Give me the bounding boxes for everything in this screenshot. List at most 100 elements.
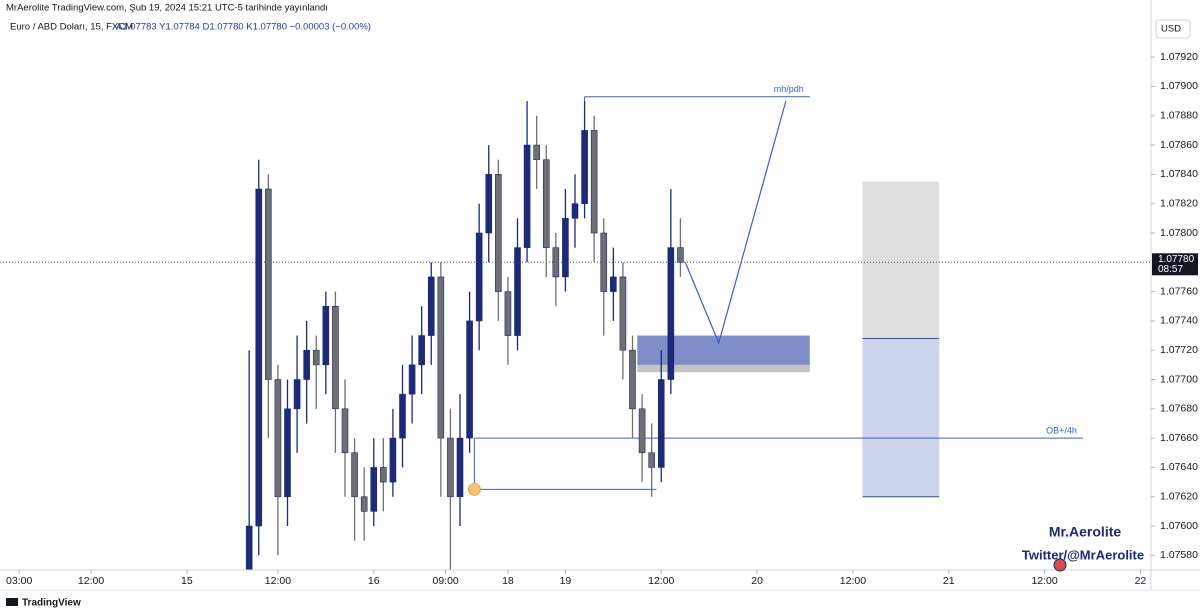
x-tick-label: 19 — [560, 575, 572, 587]
countdown-label: 08:57 — [1158, 264, 1183, 275]
candle-body — [380, 467, 387, 483]
candle-body — [265, 188, 272, 380]
y-tick-label: 1.07860 — [1160, 139, 1198, 151]
candle-body — [245, 525, 253, 570]
candle-body — [360, 496, 368, 512]
currency-box — [1155, 19, 1191, 39]
candle-body — [610, 276, 617, 292]
candle-body — [312, 349, 320, 366]
candle-body — [466, 320, 473, 439]
watermark-name: Mr.Aerolite — [1049, 524, 1122, 540]
ob-line-label: OB+/4h — [1046, 425, 1077, 435]
low-marker — [467, 482, 481, 496]
currency: USD — [1161, 24, 1181, 35]
candle-body — [437, 276, 445, 439]
candle-body — [399, 393, 406, 439]
watermark-twitter: Twitter/@MrAerolite — [1022, 547, 1144, 562]
y-tick-label: 1.07920 — [1160, 51, 1198, 63]
candle-body — [322, 305, 330, 366]
candle-body — [456, 437, 464, 498]
stop-zone — [862, 338, 940, 497]
x-tick-label: 03:00 — [6, 575, 32, 587]
candle-body — [303, 349, 310, 380]
footer-brand: TradingView — [22, 598, 81, 609]
candle-body — [590, 130, 598, 234]
y-tick-label: 1.07760 — [1160, 285, 1198, 297]
y-tick-label: 1.07660 — [1160, 432, 1198, 444]
y-tick-label: 1.07880 — [1160, 110, 1198, 122]
candle-body — [408, 364, 416, 395]
y-tick-label: 1.07720 — [1160, 344, 1198, 356]
y-tick-label: 1.07600 — [1160, 520, 1198, 532]
candle-body — [284, 408, 291, 498]
candle-body — [475, 232, 483, 322]
y-tick-label: 1.07580 — [1160, 549, 1198, 561]
x-tick-label: 09:00 — [432, 575, 458, 587]
candle-body — [542, 159, 550, 248]
candle-body — [293, 379, 301, 410]
symbol: Euro / ABD Doları, 15, FXCM — [10, 22, 133, 33]
last-price-box — [1152, 253, 1198, 276]
candle-body — [523, 144, 531, 248]
candle-body — [600, 232, 608, 292]
y-tick-label: 1.07640 — [1160, 461, 1198, 473]
projection-path — [684, 100, 787, 345]
last-price-label: 1.07780 — [1158, 254, 1195, 265]
y-tick-label: 1.07820 — [1160, 197, 1198, 209]
candle-body — [418, 335, 425, 366]
candle-body — [341, 408, 349, 454]
candle-body — [255, 188, 263, 527]
x-tick-label: 21 — [943, 575, 955, 587]
candle-body — [562, 218, 569, 278]
candle-body — [619, 276, 627, 351]
candle-body — [638, 408, 646, 454]
ohlc: A1.07783 Y1.07784 D1.07780 K1.07780 −0.0… — [116, 22, 371, 33]
candle-body — [427, 276, 435, 336]
candle-body — [495, 174, 502, 292]
zone — [637, 335, 810, 365]
y-tick-label: 1.07620 — [1160, 491, 1198, 503]
tv-logo — [6, 598, 18, 606]
candle-body — [571, 203, 579, 219]
candle-body — [629, 349, 636, 410]
zone-shadow — [637, 364, 810, 373]
plot-area: mh/pdh OB+/4h — [0, 84, 1151, 570]
mh-pdh-line-label: mh/pdh — [774, 84, 804, 94]
y-tick-label: 1.07680 — [1160, 403, 1198, 415]
target-zone — [862, 181, 940, 339]
x-tick-label: 15 — [181, 575, 193, 587]
candle-body — [485, 174, 493, 234]
candle-body — [389, 437, 397, 483]
flag-icon — [1053, 558, 1067, 572]
candle-body — [332, 305, 339, 410]
candle-body — [274, 379, 282, 498]
x-tick-label: 18 — [502, 575, 514, 587]
x-tick-label: 22 — [1135, 575, 1147, 587]
candle-body — [504, 291, 512, 336]
y-tick-label: 1.07900 — [1160, 80, 1198, 92]
y-tick-label: 1.07700 — [1160, 373, 1198, 385]
candle-body — [648, 452, 655, 468]
candle-body — [533, 144, 540, 161]
x-tick-label: 12:00 — [1031, 575, 1057, 587]
publisher: MrAerolite TradingView.com, Şub 19, 2024… — [6, 3, 328, 14]
candle-body — [677, 247, 684, 263]
y-tick-label: 1.07740 — [1160, 315, 1198, 327]
x-tick-label: 12:00 — [78, 575, 104, 587]
y-tick-label: 1.07800 — [1160, 227, 1198, 239]
x-tick-label: 12:00 — [840, 575, 866, 587]
candle-body — [667, 247, 675, 380]
candle-body — [370, 467, 378, 512]
candle-body — [552, 247, 560, 278]
candle-body — [514, 247, 521, 336]
candle-body — [657, 379, 665, 468]
x-tick-label: 16 — [368, 575, 380, 587]
candle-body — [447, 437, 454, 498]
candle-body — [581, 130, 588, 204]
y-tick-label: 1.07840 — [1160, 168, 1198, 180]
candle-body — [351, 452, 358, 498]
x-tick-label: 20 — [751, 575, 763, 587]
x-tick-label: 12:00 — [648, 575, 674, 587]
